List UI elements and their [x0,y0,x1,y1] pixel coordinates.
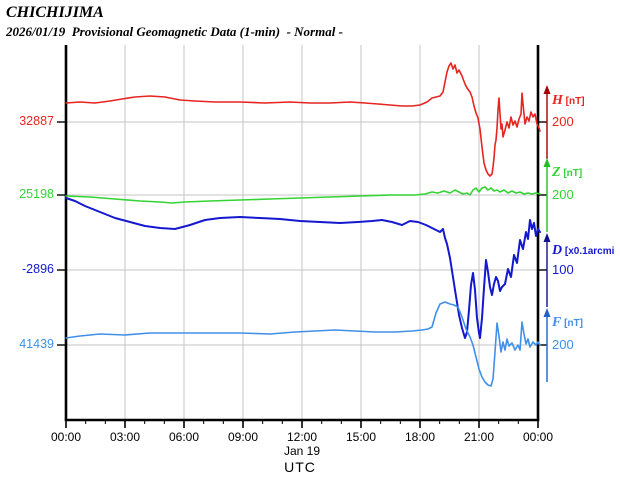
h-scale-value: 200 [552,114,574,129]
z-series-letter: Z [552,165,561,180]
x-tick-label: 06:00 [168,430,200,444]
x-tick-label: 12:00 [286,430,318,444]
z-scale-value: 200 [552,187,574,202]
x-axis-unit-label: UTC [284,459,316,475]
f-series-letter: F [552,315,562,330]
x-tick-label: 09:00 [227,430,259,444]
d-baseline-value: -2896 [22,262,54,276]
z-series-unit: [nT] [560,168,583,179]
chart-subtitle: 2026/01/19 Provisional Geomagnetic Data … [6,24,343,39]
x-tick-label: 03:00 [109,430,141,444]
h-trace [65,62,541,177]
h-series-letter: H [552,93,563,108]
x-tick-label: 15:00 [345,430,377,444]
x-axis-date-label: Jan 19 [283,444,321,458]
f-trace [65,301,541,387]
d-series-unit: [x0.1arcmi [562,246,615,257]
f-series-label: F [nT] [552,313,583,331]
h-baseline-value: 32887 [19,114,54,128]
f-scale-arrowhead [543,308,551,317]
h-series-unit: [nT] [562,96,585,107]
f-baseline-value: 41439 [19,337,54,351]
h-series-label: H [nT] [552,91,585,109]
z-baseline-value: 25198 [19,187,54,201]
z-series-label: Z [nT] [552,163,582,181]
h-scale-arrowhead [543,85,551,94]
x-tick-label: 00:00 [522,430,554,444]
x-tick-label: 18:00 [404,430,436,444]
d-series-letter: D [552,243,563,258]
f-scale-value: 200 [552,337,574,352]
x-tick-label: 21:00 [463,430,495,444]
station-title: CHICHIJIMA [6,4,104,21]
d-trace [65,197,541,339]
d-scale-arrowhead [543,233,551,242]
d-series-label: D [x0.1arcmi [552,241,614,259]
d-scale-value: 100 [552,262,574,277]
z-trace [65,186,541,204]
z-scale-arrowhead [543,158,551,167]
f-series-unit: [nT] [561,318,583,329]
x-tick-label: 00:00 [50,430,82,444]
